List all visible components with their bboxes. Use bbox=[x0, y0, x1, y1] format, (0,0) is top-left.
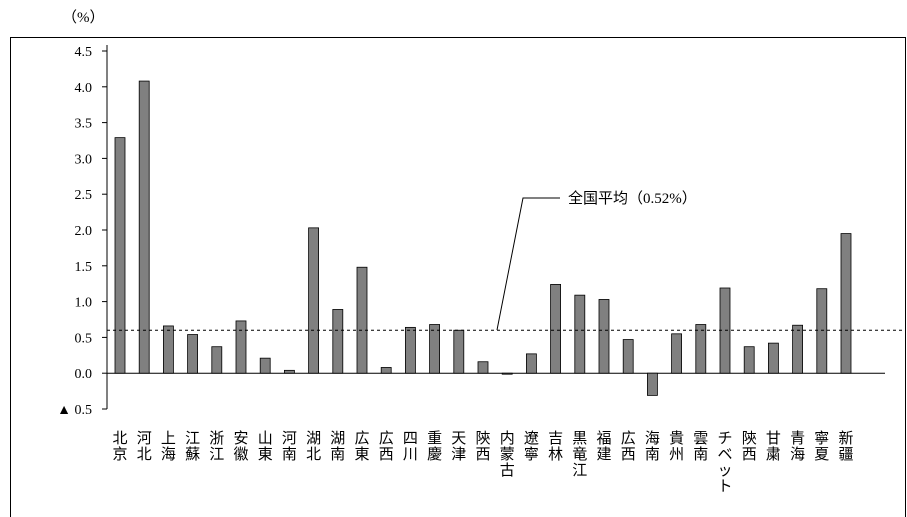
category-label: 陝西 bbox=[742, 430, 757, 463]
category-labels: 北京河北上海江蘇浙江安徽山東河南湖北湖南広東広西四川重慶天津陝西内蒙古遼寧吉林黒… bbox=[112, 430, 853, 495]
bar bbox=[477, 361, 489, 374]
category-label: 海南 bbox=[645, 430, 660, 463]
category-label: 黒竜江 bbox=[572, 431, 587, 479]
category-label: 湖北 bbox=[306, 430, 321, 463]
y-tick-labels: 4.5 4.0 3.5 3.0 2.5 2.0 1.5 1.0 0.5 0.0 ▲ 0.5 bbox=[57, 45, 107, 418]
category-label: 天津 bbox=[451, 431, 466, 463]
bar bbox=[671, 333, 682, 374]
bar bbox=[162, 325, 174, 374]
category-label: 重慶 bbox=[427, 430, 442, 463]
bar bbox=[526, 353, 537, 374]
bar bbox=[768, 342, 779, 374]
bar bbox=[598, 299, 610, 374]
bar bbox=[356, 266, 368, 374]
bar bbox=[574, 294, 586, 374]
bar bbox=[235, 320, 247, 374]
bar bbox=[550, 284, 561, 374]
category-label: 福建 bbox=[596, 430, 611, 463]
category-label: 甘粛 bbox=[766, 430, 781, 463]
category-label: 広東 bbox=[354, 430, 369, 463]
category-label: 寧夏 bbox=[814, 430, 829, 463]
category-label: 山東 bbox=[258, 430, 273, 463]
category-label: 河北 bbox=[137, 430, 152, 463]
bar bbox=[332, 309, 344, 374]
category-label: 遼寧 bbox=[524, 430, 539, 463]
category-label: 陝西 bbox=[475, 430, 490, 463]
category-label: 広西 bbox=[379, 430, 394, 463]
y-tick-label: 4.5 bbox=[75, 45, 93, 60]
y-tick-label: 3.0 bbox=[75, 152, 93, 167]
category-label: チベット bbox=[717, 431, 732, 495]
bar bbox=[283, 369, 295, 374]
bar bbox=[138, 80, 150, 374]
category-label: 雲南 bbox=[693, 431, 708, 463]
y-tick-label: 1.0 bbox=[75, 296, 93, 311]
chart-frame bbox=[10, 37, 906, 517]
bar bbox=[816, 288, 828, 374]
y-tick-label: 0.0 bbox=[75, 367, 93, 382]
category-label: 上海 bbox=[161, 430, 176, 463]
bar bbox=[501, 372, 513, 375]
bars bbox=[114, 80, 852, 396]
bar bbox=[114, 137, 126, 374]
bar bbox=[211, 346, 223, 374]
category-label: 内蒙古 bbox=[500, 430, 515, 479]
category-label: 湖南 bbox=[330, 430, 345, 463]
category-label: 河南 bbox=[282, 430, 297, 463]
bar bbox=[429, 324, 441, 374]
national-average-reference: 全国平均（0.52%） bbox=[107, 189, 905, 331]
category-label: 吉林 bbox=[548, 430, 563, 463]
category-label: 貴州 bbox=[669, 430, 684, 463]
category-label: 広西 bbox=[621, 430, 636, 463]
bar bbox=[308, 227, 320, 374]
bar bbox=[453, 329, 465, 374]
bar bbox=[647, 372, 658, 396]
annotation-leader-line bbox=[496, 197, 560, 331]
bar bbox=[695, 324, 707, 374]
bar bbox=[187, 334, 199, 374]
bar bbox=[404, 326, 416, 374]
average-annotation-label: 全国平均（0.52%） bbox=[568, 189, 697, 207]
y-axis-unit-label: （%） bbox=[62, 10, 105, 26]
bar bbox=[840, 233, 852, 374]
category-label: 青海 bbox=[790, 430, 805, 463]
y-tick-label: 1.5 bbox=[75, 260, 93, 275]
bar bbox=[259, 357, 271, 374]
category-label: 四川 bbox=[403, 431, 418, 463]
y-tick-label: 2.5 bbox=[75, 188, 93, 203]
category-label: 江蘇 bbox=[185, 430, 200, 463]
y-tick-label: 2.0 bbox=[75, 224, 93, 239]
bar bbox=[380, 367, 392, 374]
bar bbox=[622, 339, 634, 374]
category-label: 浙江 bbox=[209, 430, 224, 463]
bar bbox=[743, 346, 755, 374]
y-tick-label: 3.5 bbox=[75, 117, 93, 132]
y-tick-label: 0.5 bbox=[75, 331, 93, 346]
bar bbox=[792, 324, 803, 374]
y-tick-label: 4.0 bbox=[75, 81, 93, 96]
category-label: 北京 bbox=[112, 430, 127, 463]
category-label: 安徽 bbox=[233, 430, 248, 463]
y-tick-label: ▲ 0.5 bbox=[57, 403, 92, 418]
category-label: 新疆 bbox=[838, 430, 853, 463]
